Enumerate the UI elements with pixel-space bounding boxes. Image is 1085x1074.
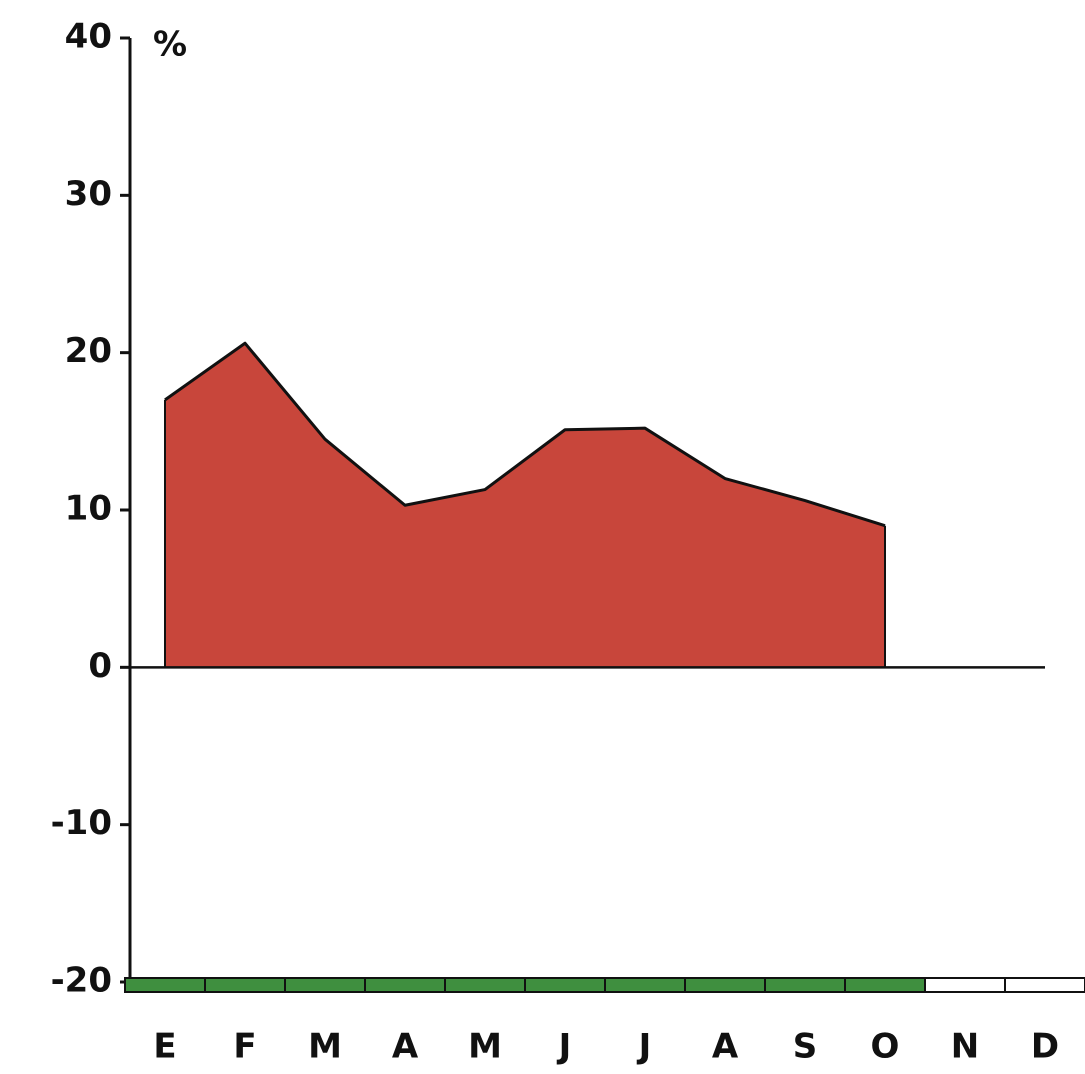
month-band xyxy=(124,977,206,993)
month-band xyxy=(204,977,286,993)
x-tick-label: D xyxy=(1031,1027,1059,1067)
y-tick-label: 30 xyxy=(65,174,112,214)
area-outline xyxy=(164,341,886,528)
x-tick-label: E xyxy=(153,1027,176,1067)
month-band xyxy=(284,977,366,993)
x-tick-label: M xyxy=(308,1027,342,1067)
y-tick-label: -10 xyxy=(51,803,112,843)
x-tick-label: J xyxy=(557,1027,572,1067)
y-tick-label: 40 xyxy=(65,17,112,57)
month-band xyxy=(684,977,766,993)
area xyxy=(165,343,885,668)
x-tick-label: S xyxy=(793,1027,818,1067)
y-axis-label: % xyxy=(153,25,187,65)
month-band xyxy=(364,977,446,993)
month-band xyxy=(604,977,686,993)
month-band xyxy=(524,977,606,993)
month-band xyxy=(1004,977,1085,993)
y-tick-label: -20 xyxy=(51,961,112,1001)
x-tick-label: M xyxy=(468,1027,502,1067)
month-band xyxy=(764,977,846,993)
x-tick-label: J xyxy=(637,1027,652,1067)
y-tick-label: 0 xyxy=(88,646,112,686)
x-tick-label: A xyxy=(712,1027,739,1067)
x-tick-label: F xyxy=(233,1027,256,1067)
month-band xyxy=(444,977,526,993)
month-band xyxy=(924,977,1006,993)
x-tick-label: N xyxy=(951,1027,979,1067)
x-tick-label: A xyxy=(392,1027,419,1067)
y-tick-label: 20 xyxy=(65,331,112,371)
y-tick-label: 10 xyxy=(65,489,112,529)
month-band xyxy=(844,977,926,993)
x-tick-label: O xyxy=(871,1027,900,1067)
